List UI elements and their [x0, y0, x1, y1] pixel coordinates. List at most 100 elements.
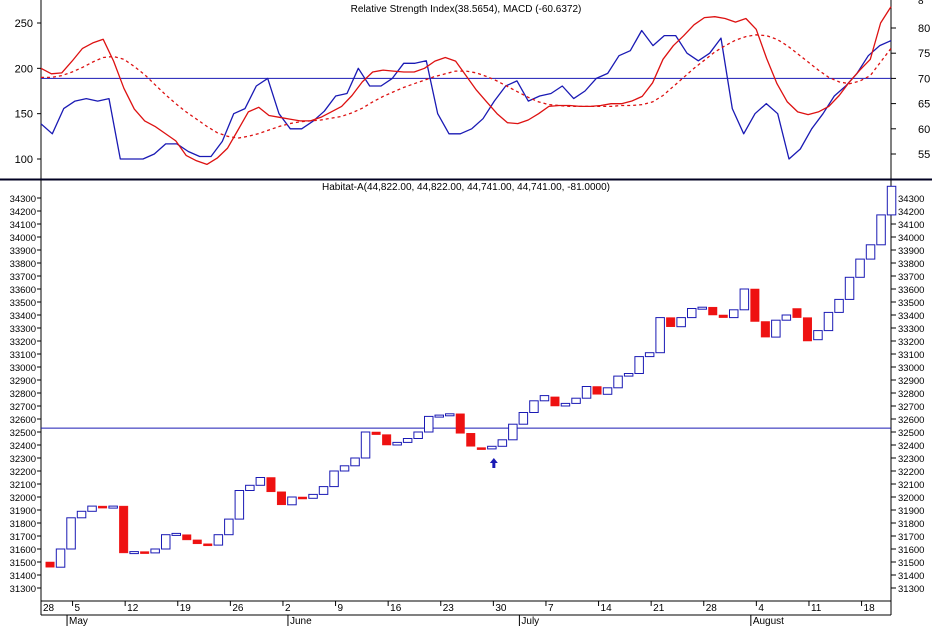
price-left-tick-label: 34200 [10, 207, 36, 218]
candle-down [466, 433, 476, 447]
candle-down [276, 491, 286, 506]
price-left-tick-label: 32400 [10, 441, 36, 452]
indicator-right-tick-label: 75 [918, 48, 930, 60]
candle-up [613, 375, 623, 389]
candle-up [634, 356, 644, 375]
price-right-tick-label: 32000 [898, 493, 924, 504]
candle-up [487, 445, 497, 450]
price-right-ticks: 34300 34200 34100 34000 33900 33800 33700 33600… [891, 194, 924, 595]
price-left-tick-label: 33500 [10, 298, 36, 309]
price-right-tick-label: 33900 [898, 246, 924, 257]
candle-up [234, 490, 245, 520]
candle-up [150, 548, 160, 554]
candle-up [539, 395, 550, 402]
macd-line [40, 6, 892, 166]
x-tick-label: 26 [232, 603, 244, 614]
candle-up [329, 470, 339, 488]
price-left-tick-label: 34100 [10, 220, 36, 231]
candle-down [382, 434, 392, 446]
candle-up [823, 311, 834, 332]
x-tick-label: 11 [811, 603, 822, 614]
candle-up [245, 484, 255, 491]
price-left-tick-label: 31700 [10, 532, 36, 543]
price-left-tick-label: 32700 [10, 402, 36, 413]
price-right-tick-label: 32900 [898, 376, 924, 387]
price-right-tick-label: 32300 [898, 454, 924, 465]
price-left-tick-label: 33400 [10, 311, 36, 322]
price-left-tick-label: 32900 [10, 376, 36, 387]
candle-down [455, 413, 465, 434]
candle-up [865, 244, 876, 260]
price-left-tick-label: 33200 [10, 337, 36, 348]
price-left-tick-label: 31600 [10, 545, 36, 556]
price-left-tick-label: 31800 [10, 519, 36, 530]
candle-down [666, 317, 676, 327]
x-tick-label: 14 [601, 603, 613, 614]
price-right-tick-label: 33000 [898, 363, 924, 374]
candle-up [602, 387, 613, 395]
candle-up [424, 415, 434, 433]
price-right-tick-label: 33800 [898, 259, 924, 270]
indicator-right-tick-label: 55 [918, 149, 930, 161]
price-panel: Habitat-A(44,822.00, 44,822.00, 44,741.0… [10, 180, 924, 615]
rsi-line [40, 29, 892, 160]
price-left-tick-label: 31900 [10, 506, 36, 517]
indicator-title: Relative Strength Index(38.5654), MACD (… [351, 4, 582, 15]
indicator-right-ticks: 80 75 70 65 60 55 [891, 23, 930, 161]
candle-up [129, 551, 139, 555]
candle-down [718, 314, 728, 318]
x-tick-label: 16 [390, 603, 402, 614]
candle-up [108, 505, 118, 509]
candle-up [729, 309, 739, 319]
candle-up [445, 413, 455, 417]
indicator-right-tick-label: 65 [918, 99, 930, 111]
month-label: June [290, 616, 312, 626]
price-right-tick-label: 31900 [898, 506, 924, 517]
month-label: May [69, 616, 88, 626]
candle-up [855, 258, 865, 278]
candle-up [581, 386, 592, 399]
price-right-tick-label: 31500 [898, 558, 924, 569]
indicator-right-tick-label: 60 [918, 124, 930, 136]
indicator-right-top-partial-tick: 8 [918, 0, 924, 7]
indicator-left-tick-label: 100 [15, 154, 33, 166]
candle-up [508, 423, 518, 441]
price-left-tick-label: 32500 [10, 428, 36, 439]
x-tick-label: 18 [864, 603, 876, 614]
price-right-tick-label: 33700 [898, 272, 924, 283]
x-tick-label: 12 [127, 603, 139, 614]
x-tick-label: 19 [180, 603, 192, 614]
price-right-tick-label: 31400 [898, 571, 924, 582]
indicator-left-tick-label: 150 [15, 109, 33, 121]
x-axis-ticks: 28 5 12 19 26 2 9 16 23 30 7 14 21 28 4 11 18 May June July… [40, 601, 876, 627]
x-tick-label: 4 [758, 603, 764, 614]
price-left-tick-label: 33300 [10, 324, 36, 335]
price-right-tick-label: 31300 [898, 584, 924, 595]
price-right-tick-label: 31600 [898, 545, 924, 556]
candle-down [792, 308, 802, 318]
candle-up [161, 534, 171, 550]
x-tick-label: 28 [706, 603, 718, 614]
price-right-tick-label: 34100 [898, 220, 924, 231]
price-left-tick-label: 31400 [10, 571, 36, 582]
x-tick-label: 28 [43, 603, 55, 614]
candle-up [87, 505, 97, 512]
candle-down [708, 306, 718, 316]
price-left-tick-label: 33000 [10, 363, 36, 374]
price-right-tick-label: 32700 [898, 402, 924, 413]
price-left-tick-label: 31500 [10, 558, 36, 569]
candle-up [255, 477, 266, 486]
price-left-tick-label: 32000 [10, 493, 36, 504]
indicator-right-tick-label: 80 [918, 23, 930, 35]
candle-down [760, 321, 770, 338]
candle-up [518, 412, 529, 425]
candle-up [434, 414, 444, 418]
price-right-tick-label: 33400 [898, 311, 924, 322]
up-arrow-icon [489, 458, 498, 468]
candle-up [224, 518, 234, 536]
candle-up [339, 465, 350, 472]
price-right-tick-label: 32600 [898, 415, 924, 426]
indicator-right-tick-label: 70 [918, 73, 930, 85]
